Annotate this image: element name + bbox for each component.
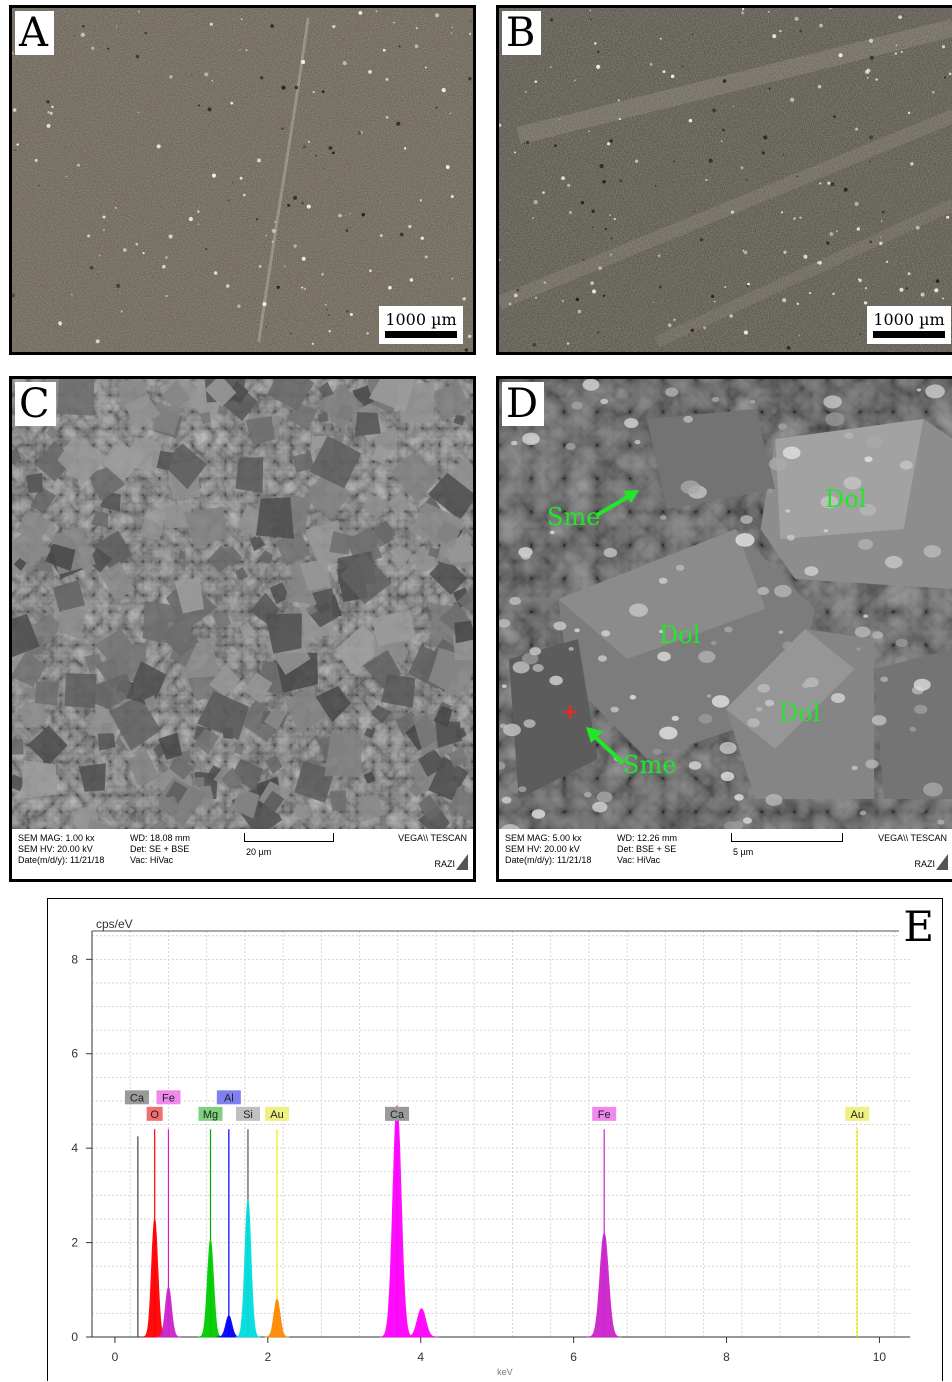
- sem-mag-d: SEM MAG: 5.00 kx: [505, 833, 582, 843]
- sem-vac-d: Vac: HiVac: [617, 855, 661, 865]
- micrograph-panel-b: B 1000 µm: [496, 5, 952, 355]
- element-badge-label: O: [150, 1109, 159, 1121]
- x-tick-label: 8: [723, 1350, 730, 1364]
- spectrum-peak-au: [264, 1298, 290, 1338]
- x-tick-label: 10: [873, 1350, 887, 1364]
- sem-lab-d: RAZI: [914, 859, 935, 869]
- spectrum-peak-o: [142, 1218, 168, 1338]
- sem-info-bar-c: SEM MAG: 1.00 kx SEM HV: 20.00 kV Date(m…: [12, 829, 473, 879]
- y-tick-label: 8: [71, 952, 78, 966]
- element-badge: [385, 1106, 410, 1121]
- sem-mag-c: SEM MAG: 1.00 kx: [18, 833, 95, 843]
- scale-bar-line-b: [873, 331, 945, 338]
- element-badge-label: Au: [270, 1109, 283, 1121]
- sem-panel-d: D Sme Sme Dol Dol Dol SEM MAG: 5.00 kx S…: [496, 376, 952, 882]
- element-badge-label: Mg: [203, 1109, 218, 1121]
- y-tick-label: 2: [71, 1236, 78, 1250]
- y-tick-label: 6: [71, 1047, 78, 1061]
- element-badge-label: Ca: [390, 1109, 405, 1121]
- element-badge: [216, 1090, 241, 1105]
- panel-label-b: B: [502, 11, 542, 55]
- spectrum-peak-mg: [198, 1239, 223, 1338]
- x-tick-label: 6: [570, 1350, 577, 1364]
- panel-label-a: A: [15, 11, 54, 55]
- tescan-logo-c: [456, 854, 468, 870]
- panel-label-d: D: [502, 382, 545, 426]
- sem-lab-c: RAZI: [434, 859, 455, 869]
- spectrum-peak-si: [235, 1199, 261, 1338]
- sem-hv-c: SEM HV: 20.00 kV: [18, 844, 93, 854]
- spectrum-peak-ca: [404, 1308, 439, 1338]
- sem-scale-d: 5 µm: [733, 847, 754, 857]
- element-badge: [845, 1106, 870, 1121]
- element-badge-label: Al: [224, 1092, 234, 1104]
- arrow-icon-sme-2: [586, 727, 625, 765]
- mineral-label-dol-3: Dol: [779, 699, 821, 727]
- sem-image-c: [12, 379, 473, 835]
- scale-bar-b: 1000 µm: [867, 306, 951, 344]
- arrow-icon-sme-1: [595, 490, 639, 517]
- sem-brand-c: VEGA\\ TESCAN: [398, 833, 467, 843]
- thin-section-image-a: [12, 8, 473, 352]
- element-badge: [592, 1106, 617, 1121]
- sem-scale-ruler-d: [731, 833, 843, 842]
- spectrum-peak-fe: [156, 1286, 181, 1338]
- scale-bar-label-b: 1000 µm: [873, 310, 945, 329]
- tescan-logo-d: [936, 854, 948, 870]
- element-badge-label: Ca: [130, 1092, 145, 1104]
- sem-scale-ruler-c: [244, 833, 334, 842]
- sem-vac-c: Vac: HiVac: [130, 855, 174, 865]
- mineral-label-dol-2: Dol: [659, 621, 701, 649]
- x-tick-label: 4: [417, 1350, 424, 1364]
- element-badge-label: Au: [851, 1109, 864, 1121]
- element-badge: [198, 1106, 223, 1121]
- sem-brand-d: VEGA\\ TESCAN: [878, 833, 947, 843]
- element-badge: [235, 1106, 260, 1121]
- x-axis-label: keV: [497, 1367, 513, 1377]
- element-badge-label: Si: [243, 1109, 253, 1121]
- mineral-label-dol-1: Dol: [825, 485, 867, 513]
- sem-image-d: [499, 379, 952, 835]
- sem-wd-d: WD: 12.26 mm: [617, 833, 678, 843]
- sem-date-c: Date(m/d/y): 11/21/18: [18, 855, 105, 865]
- x-tick-label: 2: [264, 1350, 271, 1364]
- y-tick-label: 0: [71, 1330, 78, 1344]
- element-badge-label: Fe: [598, 1109, 611, 1121]
- element-badge: [265, 1106, 290, 1121]
- scale-bar-line-a: [385, 331, 457, 338]
- sem-wd-c: WD: 18.08 mm: [130, 833, 191, 843]
- panel-label-e: E: [899, 905, 938, 949]
- sem-det-d: Det: BSE + SE: [617, 844, 677, 854]
- sem-panel-c: C SEM MAG: 1.00 kx SEM HV: 20.00 kV Date…: [9, 376, 476, 882]
- element-badge: [156, 1090, 181, 1105]
- x-tick-label: 0: [112, 1350, 119, 1364]
- thin-section-image-b: [499, 8, 952, 352]
- scale-bar-a: 1000 µm: [379, 306, 463, 344]
- mineral-label-sme-2: Sme: [623, 751, 677, 779]
- element-badge: [146, 1106, 163, 1121]
- spectrum-peak-al: [216, 1315, 242, 1338]
- eds-spectrum-panel-e: cps/eV 0 2 4 6 8 0 2 4 6 8 10 keV Ca Fe O Al Mg Si Au Ca Fe A…: [47, 898, 943, 1381]
- sem-det-c: Det: SE + BSE: [130, 844, 190, 854]
- scale-bar-label-a: 1000 µm: [385, 310, 457, 329]
- sem-date-d: Date(m/d/y): 11/21/18: [505, 855, 592, 865]
- panel-label-c: C: [15, 382, 56, 426]
- sem-hv-d: SEM HV: 20.00 kV: [505, 844, 580, 854]
- y-tick-label: 4: [71, 1141, 78, 1155]
- sem-scale-c: 20 µm: [246, 847, 272, 857]
- mineral-label-sme-1: Sme: [547, 503, 601, 531]
- sem-info-bar-d: SEM MAG: 5.00 kx SEM HV: 20.00 kV Date(m…: [499, 829, 952, 879]
- element-badge: [124, 1090, 149, 1105]
- spectrum-peak-fe: [587, 1232, 622, 1338]
- spectrum-peak-ca: [379, 1104, 415, 1338]
- y-axis-label: cps/eV: [96, 917, 133, 931]
- element-badge-label: Fe: [162, 1092, 175, 1104]
- micrograph-panel-a: A 1000 µm: [9, 5, 476, 355]
